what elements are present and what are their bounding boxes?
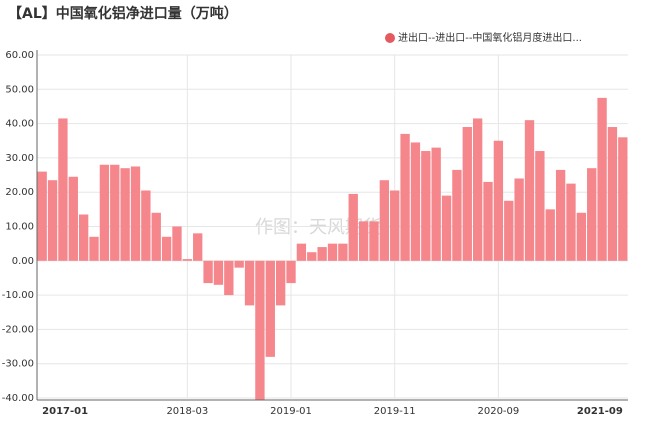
bar xyxy=(421,151,431,261)
y-tick-label: 0.00 xyxy=(12,256,34,267)
bar xyxy=(78,214,89,261)
bar xyxy=(390,190,400,261)
bar xyxy=(213,260,224,285)
bar xyxy=(68,176,78,261)
bar xyxy=(307,252,317,261)
bar xyxy=(151,212,161,261)
bar xyxy=(58,118,68,261)
y-tick-label: 50.00 xyxy=(5,84,34,95)
bar xyxy=(587,168,597,261)
y-tick-label: 30.00 xyxy=(5,153,34,164)
bar xyxy=(141,190,151,261)
bar xyxy=(441,195,452,261)
bar xyxy=(265,260,275,357)
bar xyxy=(348,193,358,261)
bar xyxy=(203,260,213,284)
x-tick-label: 2021-09 xyxy=(577,406,623,417)
bar xyxy=(472,118,483,261)
y-tick-label: 40.00 xyxy=(5,119,34,130)
bar xyxy=(99,164,110,261)
bar xyxy=(607,127,618,261)
bar xyxy=(545,209,555,261)
y-tick-label: 20.00 xyxy=(5,187,34,198)
bar xyxy=(182,259,193,261)
y-tick-label: -10.00 xyxy=(2,290,34,301)
x-tick-label: 2019-11 xyxy=(374,406,416,417)
bar xyxy=(37,171,47,261)
bar xyxy=(358,221,369,261)
bar xyxy=(493,140,504,261)
bar xyxy=(234,260,244,268)
bar xyxy=(224,260,234,296)
bar xyxy=(130,166,141,261)
bar xyxy=(338,243,348,261)
bar xyxy=(255,260,265,400)
bar xyxy=(410,142,421,261)
x-tick-label: 2020-09 xyxy=(477,406,519,417)
bar xyxy=(576,212,587,261)
bar xyxy=(296,243,307,261)
bar xyxy=(597,97,607,261)
bar xyxy=(462,127,472,261)
x-tick-label: 2017-01 xyxy=(42,406,88,417)
y-tick-label: -20.00 xyxy=(2,324,34,335)
bar xyxy=(369,221,379,261)
bar xyxy=(120,168,130,261)
bar xyxy=(514,178,524,261)
bar xyxy=(110,164,120,261)
bar xyxy=(47,180,58,261)
chart-title: 【AL】中国氧化铝净进口量（万吨） xyxy=(8,5,238,22)
bar xyxy=(244,260,255,306)
bar xyxy=(193,233,203,261)
bar xyxy=(524,120,535,261)
bar xyxy=(535,151,545,261)
bar xyxy=(431,147,441,261)
bar xyxy=(172,226,182,261)
bar xyxy=(504,200,514,261)
bar xyxy=(618,137,628,261)
x-tick-label: 2018-03 xyxy=(166,406,208,417)
bar xyxy=(452,169,462,261)
bar xyxy=(89,236,99,261)
bar xyxy=(379,180,390,261)
bar xyxy=(555,169,566,261)
bar xyxy=(327,243,338,261)
y-tick-label: 60.00 xyxy=(5,50,34,61)
plot xyxy=(37,54,628,400)
bar xyxy=(483,181,493,261)
bar xyxy=(161,236,172,261)
x-tick-label: 2019-01 xyxy=(270,406,312,417)
legend-marker xyxy=(385,33,395,43)
bar xyxy=(400,133,410,261)
bar xyxy=(275,260,286,306)
y-tick-label: -30.00 xyxy=(2,359,34,370)
y-tick-label: -40.00 xyxy=(2,393,34,404)
legend-label: 进出口--进出口--中国氧化铝月度进出口... xyxy=(398,31,582,44)
bar xyxy=(317,247,327,261)
bar xyxy=(566,183,576,261)
bar xyxy=(286,260,296,284)
y-tick-label: 10.00 xyxy=(5,222,34,233)
